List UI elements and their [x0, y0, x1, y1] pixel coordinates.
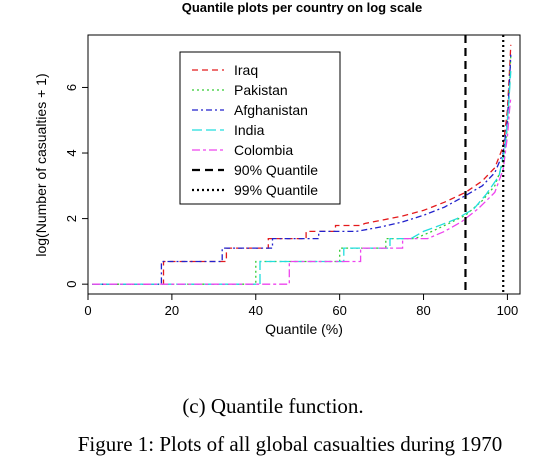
legend-box [179, 51, 341, 205]
y-axis-label: log(Number of casualties + 1) [33, 73, 49, 256]
series-layer [92, 44, 512, 285]
x-tick-label: 20 [165, 303, 179, 318]
x-axis-label: Quantile (%) [265, 321, 343, 337]
legend: Iraq Pakistan Afghanistan India Colombia 90% … [179, 51, 341, 205]
series-line-pakistan [92, 54, 512, 285]
legend-label: Afghanistan [234, 102, 308, 118]
y-tick-label: 2 [64, 215, 79, 222]
x-tick-label: 100 [497, 303, 519, 318]
legend-label: 99% Quantile [234, 182, 318, 198]
figure-caption: (c) Quantile function. [182, 394, 364, 418]
x-tick-label: 60 [332, 303, 346, 318]
legend-label: India [234, 122, 265, 138]
x-axis: 0 20 40 60 80 100 [84, 294, 518, 318]
x-tick-label: 0 [84, 303, 91, 318]
legend-label: Iraq [234, 62, 258, 78]
series-line-colombia [92, 97, 512, 285]
plot-frame [87, 34, 521, 295]
quantile-chart: Quantile plots per country on log scale … [33, 0, 521, 337]
y-axis: 0 2 4 6 [64, 84, 88, 288]
y-tick-label: 0 [64, 281, 79, 288]
figure-description: Figure 1: Plots of all global casualties… [77, 432, 503, 456]
series-line-afghanistan [92, 54, 512, 285]
legend-label: Colombia [234, 142, 293, 158]
legend-label: 90% Quantile [234, 162, 318, 178]
y-tick-label: 4 [64, 149, 79, 156]
x-tick-label: 80 [416, 303, 430, 318]
legend-label: Pakistan [234, 82, 288, 98]
chart-title: Quantile plots per country on log scale [182, 0, 423, 15]
y-tick-label: 6 [64, 84, 79, 91]
reference-lines [464, 35, 505, 294]
x-tick-label: 40 [249, 303, 263, 318]
series-line-india [92, 71, 512, 285]
